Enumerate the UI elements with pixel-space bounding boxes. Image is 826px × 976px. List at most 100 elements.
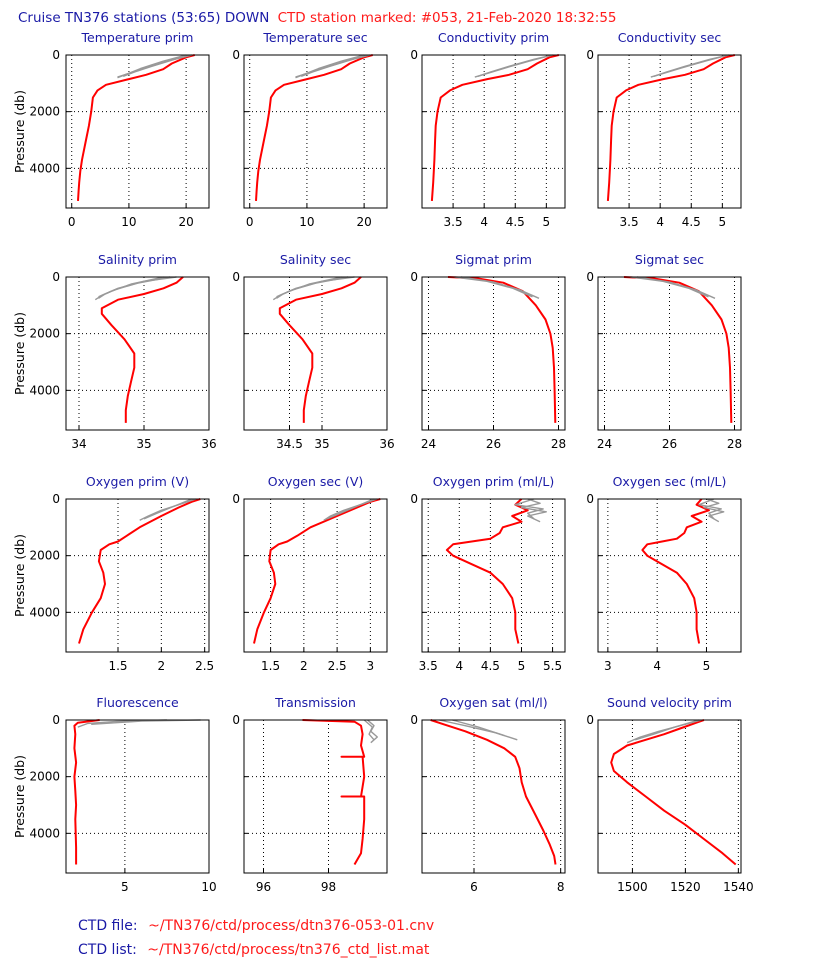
- x-tick-label: 5: [543, 215, 551, 229]
- other-station-profile: [650, 54, 729, 78]
- y-axis-label: Pressure (db): [12, 755, 27, 838]
- other-station-profile: [703, 498, 725, 523]
- y-tick-label: 0: [586, 270, 594, 284]
- x-tick-label: 35: [136, 437, 151, 451]
- y-tick-label: 0: [52, 270, 60, 284]
- x-tick-label: 36: [201, 437, 216, 451]
- x-tick-label: 2: [300, 659, 308, 673]
- x-tick-label: 20: [178, 215, 193, 229]
- chart-panel: Sigmat sec 24 26 28 0: [586, 252, 742, 451]
- x-tick-label: 1540: [723, 880, 754, 894]
- panel-title: Oxygen prim (ml/L): [433, 474, 554, 489]
- x-tick-label: 24: [421, 437, 436, 451]
- axes-frame: [597, 719, 742, 874]
- axes-frame: [65, 498, 210, 653]
- panel-title: Fluorescence: [96, 695, 179, 710]
- x-tick-label: 3.5: [419, 659, 438, 673]
- marked-station-profile: [606, 54, 736, 201]
- panel-title: Temperature sec: [262, 30, 367, 45]
- y-tick-label: 0: [410, 492, 418, 506]
- x-tick-label: 5: [121, 880, 129, 894]
- marked-station-profile: [78, 498, 201, 644]
- other-station-profile: [520, 498, 547, 523]
- y-axis-label: Pressure (db): [12, 312, 27, 395]
- panel-title: Conductivity sec: [618, 30, 722, 45]
- other-station-profile: [276, 276, 342, 298]
- y-tick-label: 0: [586, 492, 594, 506]
- chart-panel: Transmission 96 98 0: [232, 695, 388, 894]
- panel-title: Oxygen sat (ml/l): [439, 695, 547, 710]
- x-tick-label: 4.5: [481, 659, 500, 673]
- y-tick-label: 0: [410, 713, 418, 727]
- y-tick-label: 2000: [29, 327, 60, 341]
- x-tick-label: 24: [597, 437, 612, 451]
- chart-panel: Oxygen sat (ml/l) 6 8 0: [410, 695, 566, 894]
- x-tick-label: 34: [71, 437, 86, 451]
- panel-title: Sound velocity prim: [607, 695, 732, 710]
- x-tick-label: 4.5: [506, 215, 525, 229]
- x-tick-label: 4: [455, 659, 463, 673]
- y-tick-label: 0: [586, 713, 594, 727]
- x-tick-label: 20: [356, 215, 371, 229]
- panel-title: Sigmat sec: [635, 252, 704, 267]
- marked-station-profile: [445, 498, 529, 644]
- y-tick-label: 0: [52, 492, 60, 506]
- other-station-profile: [439, 719, 518, 741]
- y-tick-label: 2000: [29, 549, 60, 563]
- chart-panel: Oxygen prim (ml/L) 3.5 4 4.5 5 5.5 0: [410, 474, 566, 673]
- axes-frame: [597, 54, 742, 209]
- other-station-profile: [634, 719, 699, 741]
- other-station-profile: [514, 498, 544, 520]
- axes-frame: [243, 498, 388, 653]
- other-station-profile: [460, 276, 540, 299]
- x-tick-label: 5: [518, 659, 526, 673]
- marked-station-profile: [302, 719, 366, 866]
- panel-title: Oxygen prim (V): [86, 474, 189, 489]
- y-tick-label: 0: [410, 270, 418, 284]
- y-tick-label: 0: [232, 270, 240, 284]
- x-tick-label: 4: [656, 215, 664, 229]
- chart-panel: Conductivity prim 3.5 4 4.5 5 0: [410, 30, 566, 229]
- marked-station-profile: [73, 719, 100, 865]
- x-tick-label: 28: [551, 437, 566, 451]
- panel-title: Sigmat prim: [455, 252, 532, 267]
- chart-panel: Salinity sec 34.5 35 36 0: [232, 252, 394, 451]
- marked-station-profile: [447, 276, 557, 423]
- marked-station-profile: [430, 719, 557, 865]
- panel-title: Salinity prim: [98, 252, 177, 267]
- chart-panel: Sound velocity prim 1500 1520 1540 0: [586, 695, 753, 894]
- x-tick-label: 2.5: [328, 659, 347, 673]
- x-tick-label: 1500: [617, 880, 648, 894]
- chart-panel: Conductivity sec 3.5 4 4.5 5 0: [586, 30, 742, 229]
- x-tick-label: 1.5: [261, 659, 280, 673]
- other-station-profile: [143, 498, 192, 520]
- axes-frame: [65, 276, 210, 431]
- x-tick-label: 8: [557, 880, 565, 894]
- panel-title: Oxygen sec (ml/L): [613, 474, 727, 489]
- x-tick-label: 1520: [670, 880, 701, 894]
- x-tick-label: 2.5: [195, 659, 214, 673]
- y-tick-label: 0: [52, 713, 60, 727]
- x-tick-label: 96: [256, 880, 271, 894]
- chart-panel: Sigmat prim 24 26 28 0: [410, 252, 566, 451]
- y-tick-label: 4000: [29, 161, 60, 175]
- x-tick-label: 35: [314, 437, 329, 451]
- other-station-profile: [698, 498, 722, 520]
- other-station-profile: [452, 719, 505, 737]
- y-tick-label: 0: [52, 48, 60, 62]
- x-tick-label: 3: [604, 659, 612, 673]
- marked-station-profile: [610, 719, 737, 866]
- x-tick-label: 0: [68, 215, 76, 229]
- marked-station-profile: [255, 54, 373, 201]
- other-station-profile: [98, 276, 164, 298]
- chart-panel: Oxygen prim (V) 1.5 2 2.5 0 2000 4000Pressure …: [12, 474, 214, 673]
- x-tick-label: 5: [703, 659, 711, 673]
- x-tick-label: 28: [727, 437, 742, 451]
- x-tick-label: 4.5: [682, 215, 701, 229]
- x-tick-label: 4: [653, 659, 661, 673]
- x-tick-label: 0: [246, 215, 254, 229]
- ctd-list-line: CTD list: ~/TN376/ctd/process/tn376_ctd_…: [78, 942, 430, 958]
